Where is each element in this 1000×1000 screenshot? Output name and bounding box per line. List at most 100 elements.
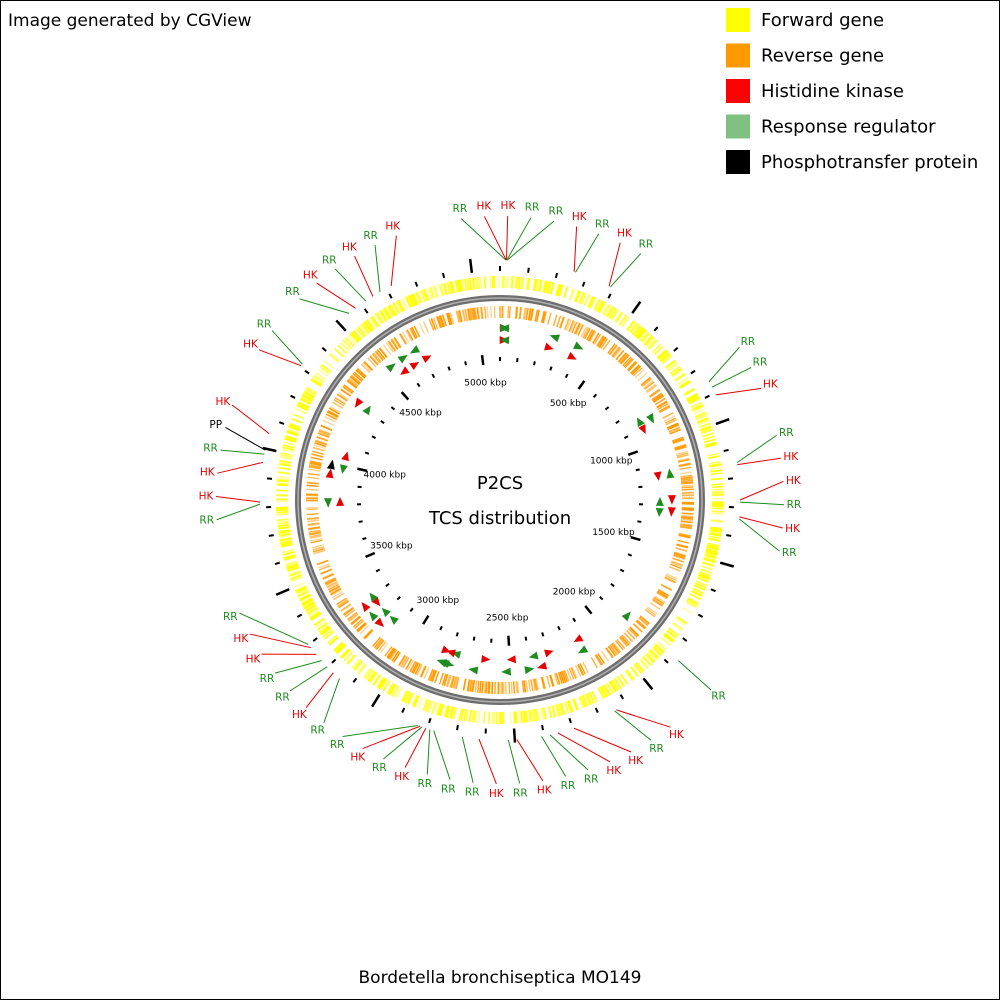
forward-gene-band <box>644 653 654 664</box>
reverse-gene-band <box>638 617 649 627</box>
reverse-gene-band <box>334 397 346 405</box>
forward-gene-band <box>320 626 331 636</box>
forward-gene-band <box>516 276 520 289</box>
forward-gene-band <box>350 332 360 343</box>
reverse-gene-band <box>680 522 693 526</box>
forward-gene-band <box>295 586 308 593</box>
feature-label: RR <box>639 239 654 251</box>
forward-gene-band <box>281 448 294 453</box>
reverse-gene-band <box>483 681 486 694</box>
forward-gene-band <box>367 318 376 330</box>
forward-gene-band <box>284 437 297 443</box>
inner-tick <box>375 568 381 573</box>
reverse-gene-band <box>306 508 319 511</box>
forward-gene-band <box>279 534 292 539</box>
forward-gene-band <box>376 312 385 324</box>
reverse-gene-band <box>649 602 661 611</box>
reverse-gene-band <box>474 680 478 693</box>
reverse-gene-band <box>653 596 665 605</box>
forward-gene-band <box>328 636 339 646</box>
forward-gene-band <box>586 295 594 308</box>
feature-label: RR <box>257 319 272 331</box>
forward-gene-band <box>406 295 413 308</box>
feature-leader <box>541 736 567 777</box>
reverse-gene-band <box>676 543 689 548</box>
outer-tick <box>726 534 732 537</box>
reverse-gene-band <box>507 306 510 319</box>
reverse-gene-band <box>310 456 323 461</box>
reverse-gene-band <box>672 437 685 444</box>
forward-gene-band <box>276 508 289 511</box>
forward-gene-band <box>704 554 717 559</box>
reverse-gene-band <box>555 672 561 685</box>
forward-gene-band <box>451 707 456 720</box>
forward-gene-band <box>386 306 394 318</box>
reverse-gene-band <box>356 367 367 378</box>
reverse-gene-band <box>349 376 360 385</box>
forward-gene-band <box>574 290 581 303</box>
reverse-gene-band <box>312 545 325 551</box>
feature-label: HK <box>669 729 685 741</box>
forward-gene-band <box>464 278 468 291</box>
forward-gene-band <box>710 519 724 523</box>
feature-label: RR <box>322 255 337 267</box>
feature-leader <box>678 660 712 691</box>
forward-gene-band <box>704 553 717 558</box>
reverse-gene-band <box>442 314 448 327</box>
feature-marker <box>655 496 664 506</box>
reverse-gene-band <box>330 589 342 597</box>
forward-gene-band <box>306 607 318 615</box>
legend-label: Reverse gene <box>761 46 884 67</box>
forward-gene-band <box>695 580 708 587</box>
outer-tick <box>581 281 586 287</box>
reverse-gene-band <box>340 604 352 613</box>
reverse-gene-band <box>609 644 619 655</box>
outer-tick <box>321 346 327 352</box>
forward-gene-band <box>580 292 587 305</box>
reverse-gene-band <box>405 658 413 670</box>
forward-gene-band <box>709 466 722 471</box>
reverse-gene-band <box>646 606 658 615</box>
forward-gene-band <box>563 701 570 714</box>
reverse-gene-band <box>681 488 694 491</box>
feature-label: HK <box>385 220 401 232</box>
inner-tick <box>380 420 385 425</box>
reverse-gene-band <box>512 681 516 694</box>
forward-gene-band <box>391 685 399 697</box>
reverse-gene-band <box>402 657 410 669</box>
reverse-gene-band <box>644 609 656 618</box>
reverse-gene-band <box>568 320 575 332</box>
reverse-gene-band <box>669 429 682 435</box>
feature-marker <box>567 351 577 360</box>
feature-label: HK <box>628 755 644 767</box>
reverse-gene-band <box>608 344 618 356</box>
forward-gene-band <box>373 674 382 686</box>
reverse-gene-band <box>546 675 551 688</box>
reverse-gene-band <box>680 518 694 521</box>
reverse-gene-band <box>620 354 630 365</box>
forward-gene-band <box>700 426 713 432</box>
forward-gene-band <box>439 704 445 717</box>
reverse-gene-band <box>615 350 625 361</box>
reverse-gene-band <box>447 312 452 325</box>
forward-gene-band <box>280 542 293 547</box>
reverse-gene-band <box>575 665 582 677</box>
forward-gene-band <box>450 706 455 719</box>
feature-label: PP <box>209 419 222 431</box>
feature-marker <box>667 507 676 517</box>
reverse-gene-band <box>470 308 474 321</box>
reverse-gene-band <box>540 677 545 690</box>
reverse-gene-band <box>318 565 331 571</box>
reverse-gene-band <box>579 663 586 675</box>
feature-label: HK <box>763 378 779 390</box>
reverse-gene-band <box>393 336 402 348</box>
forward-gene-band <box>566 700 573 713</box>
forward-gene-band <box>656 641 667 652</box>
inner-major-tick <box>577 380 586 390</box>
reverse-gene-band <box>620 635 630 646</box>
reverse-gene-band <box>552 314 558 327</box>
reverse-gene-band <box>486 306 489 319</box>
center-subtitle: TCS distribution <box>428 508 571 529</box>
kbp-label: 1000 kbp <box>590 456 633 466</box>
legend-swatch <box>726 8 750 32</box>
